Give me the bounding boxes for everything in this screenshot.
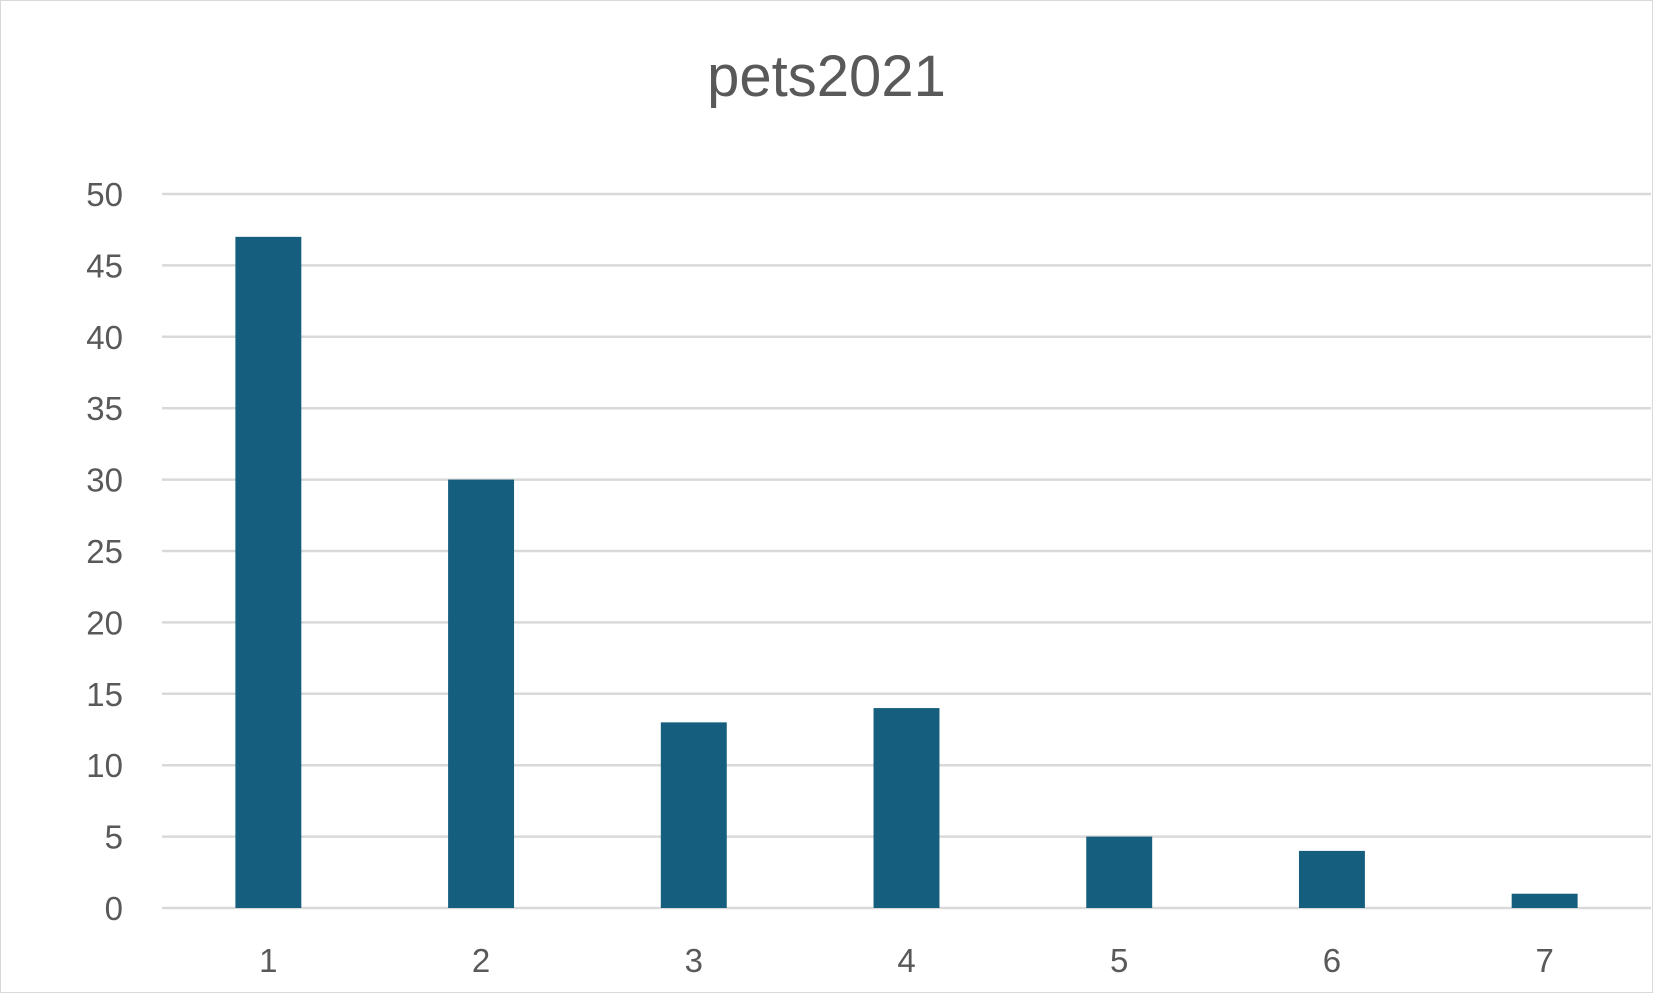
y-tick-label: 0 xyxy=(105,890,123,927)
y-axis-tick-labels: 0 5 10 15 20 25 30 35 40 45 50 xyxy=(86,176,123,927)
x-tick-label: 7 xyxy=(1535,942,1553,979)
y-tick-label: 20 xyxy=(86,604,123,641)
x-tick-label: 4 xyxy=(897,942,915,979)
y-tick-label: 25 xyxy=(86,533,123,570)
y-tick-label: 40 xyxy=(86,319,123,356)
y-tick-label: 50 xyxy=(86,176,123,213)
y-tick-label: 15 xyxy=(86,676,123,713)
x-tick-label: 6 xyxy=(1323,942,1341,979)
bar-1 xyxy=(235,236,302,909)
bar-4 xyxy=(873,708,940,908)
y-tick-label: 10 xyxy=(86,747,123,784)
bar-5 xyxy=(1086,836,1153,908)
bar-7 xyxy=(1511,893,1578,908)
y-tick-label: 30 xyxy=(86,462,123,499)
bar-2 xyxy=(448,479,515,908)
bar-6 xyxy=(1298,850,1365,908)
y-tick-label: 45 xyxy=(86,247,123,284)
y-tick-label: 35 xyxy=(86,390,123,427)
x-tick-label: 3 xyxy=(685,942,703,979)
y-tick-label: 5 xyxy=(105,819,123,856)
x-tick-label: 2 xyxy=(472,942,490,979)
chart-title: pets2021 xyxy=(707,44,946,109)
bar-3 xyxy=(660,722,727,908)
x-tick-label: 5 xyxy=(1110,942,1128,979)
x-tick-label: 1 xyxy=(259,942,277,979)
bars xyxy=(235,236,1578,909)
gridlines xyxy=(162,192,1651,910)
x-axis-tick-labels: 1 2 3 4 5 6 7 xyxy=(259,942,1554,979)
